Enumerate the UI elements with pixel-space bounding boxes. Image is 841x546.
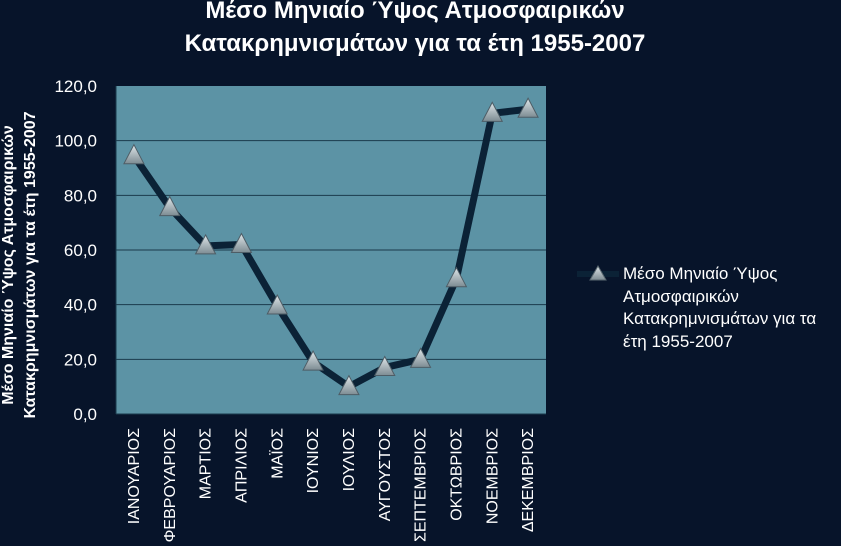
x-tick-label: ΝΟΕΜΒΡΙΟΣ [484, 428, 501, 524]
x-tick-label: ΑΠΡΙΛΙΟΣ [233, 428, 250, 503]
data-point [194, 233, 217, 255]
x-tick-label: ΜΑΪΟΣ [268, 428, 286, 479]
legend-entry-label: Μέσο Μηνιαίο Ύψος Ατμοσφαιρικών Κατακρημ… [623, 264, 817, 351]
x-tick-label: ΙΟΥΛΙΟΣ [341, 428, 358, 491]
data-point [230, 232, 253, 254]
axes [115, 86, 546, 415]
x-tick-label: ΜΑΡΤΙΟΣ [198, 428, 215, 499]
series-line [130, 105, 532, 391]
data-point [266, 293, 289, 315]
y-tick-label: 20,0 [64, 350, 97, 369]
y-axis-ticks: 0,0 20,0 40,0 60,0 80,0 100,0 120,0 [54, 77, 97, 424]
data-point [373, 355, 396, 377]
chart-title: Μέσο Μηνιαίο Ύψος Ατμοσφαιρικών Κατακρημ… [0, 0, 830, 60]
chart-title-line-2: Κατακρημνισμάτων για τα έτη 1955-2007 [184, 30, 646, 57]
data-series [123, 97, 539, 396]
data-point [481, 101, 504, 122]
chart-title-line-1: Μέσο Μηνιαίο Ύψος Ατμοσφαιρικών [205, 0, 625, 24]
data-point [409, 347, 432, 368]
y-tick-label: 100,0 [54, 132, 97, 151]
x-tick-label: ΟΚΤΩΒΡΙΟΣ [448, 428, 465, 521]
legend-swatch [577, 264, 619, 281]
x-axis-ticks: ΙΑΝΟΥΑΡΙΟΣ ΦΕΒΡΟΥΑΡΙΟΣ ΜΑΡΤΙΟΣ ΑΠΡΙΛΙΟΣ ΜΑΪΟ… [126, 428, 537, 542]
x-tick-label: ΑΥΓΟΥΣΤΟΣ [377, 428, 394, 521]
y-tick-label: 0,0 [73, 405, 97, 424]
legend-marker-icon [589, 264, 607, 281]
data-point [445, 266, 468, 288]
data-point [158, 195, 181, 217]
y-tick-label: 80,0 [64, 186, 97, 205]
x-tick-label: ΙΑΝΟΥΑΡΙΟΣ [126, 428, 143, 524]
data-point [517, 97, 539, 118]
data-point [123, 143, 145, 165]
y-tick-label: 120,0 [54, 77, 97, 96]
x-tick-label: ΔΕΚΕΜΒΡΙΟΣ [520, 428, 537, 532]
x-tick-label: ΙΟΥΝΙΟΣ [305, 428, 322, 493]
x-tick-label: ΦΕΒΡΟΥΑΡΙΟΣ [162, 428, 179, 542]
y-tick-label: 40,0 [64, 296, 97, 315]
x-tick-label: ΣΕΠΤΕΜΒΡΙΟΣ [413, 428, 430, 542]
data-point [338, 374, 360, 396]
data-point [302, 349, 324, 371]
y-tick-label: 60,0 [64, 241, 97, 260]
